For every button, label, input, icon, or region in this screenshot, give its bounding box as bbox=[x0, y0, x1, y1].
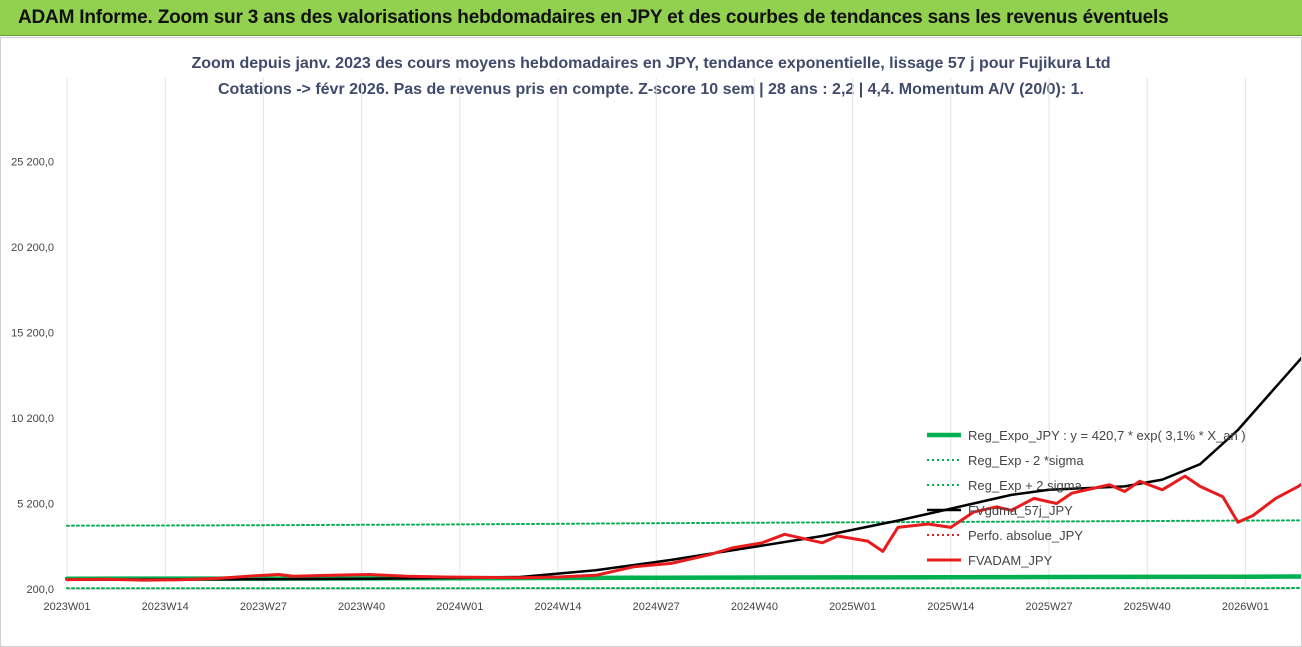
x-tick-label: 2024W14 bbox=[534, 601, 581, 613]
chart: Zoom depuis janv. 2023 des cours moyens … bbox=[11, 55, 1301, 613]
x-tick-label: 2024W40 bbox=[731, 601, 778, 613]
legend-label: Reg_Exp + 2 sigma bbox=[968, 478, 1083, 493]
x-tick-label: 2025W14 bbox=[927, 601, 974, 613]
x-tick-label: 2024W27 bbox=[633, 601, 680, 613]
chart-title: Zoom depuis janv. 2023 des cours moyens … bbox=[191, 55, 1110, 72]
series-lines bbox=[64, 356, 1301, 590]
y-tick-label: 200,0 bbox=[26, 584, 54, 596]
x-axis: 2023W01 2023W14 2023W27 2023W40 2024W01 2024W… bbox=[43, 588, 1291, 613]
x-tick-label: 2025W01 bbox=[829, 601, 876, 613]
series-line-5 bbox=[65, 474, 1301, 582]
x-tick-label: 2023W40 bbox=[338, 601, 385, 613]
y-tick-label: 10 200,0 bbox=[11, 413, 54, 425]
legend-label: Reg_Expo_JPY : y = 420,7 * exp( 3,1% * X… bbox=[968, 428, 1246, 443]
y-tick-label: 15 200,0 bbox=[11, 328, 54, 340]
series-line-2 bbox=[66, 519, 1301, 527]
x-tick-label: 2025W40 bbox=[1124, 601, 1171, 613]
x-tick-label: 2023W01 bbox=[43, 601, 90, 613]
legend: Reg_Expo_JPY : y = 420,7 * exp( 3,1% * X… bbox=[927, 428, 1246, 568]
x-tick-label: 2025W27 bbox=[1025, 601, 1072, 613]
x-tick-label: 2026W01 bbox=[1222, 601, 1269, 613]
legend-label: Reg_Exp - 2 *sigma bbox=[968, 453, 1084, 468]
y-tick-label: 5 200,0 bbox=[17, 499, 54, 511]
y-tick-label: 20 200,0 bbox=[11, 242, 54, 254]
x-tick-label: 2023W27 bbox=[240, 601, 287, 613]
grid-lines bbox=[66, 78, 1246, 589]
chart-frame: Zoom depuis janv. 2023 des cours moyens … bbox=[0, 37, 1302, 647]
y-axis: 200,0 5 200,0 10 200,0 15 200,0 20 200,0 25 2… bbox=[11, 157, 54, 597]
report-banner: ADAM Informe. Zoom sur 3 ans des valoris… bbox=[0, 0, 1302, 36]
x-tick-label: 2024W01 bbox=[436, 601, 483, 613]
chart-subtitle: Cotations -> févr 2026. Pas de revenus p… bbox=[218, 81, 1084, 98]
legend-label: Perfo. absolue_JPY bbox=[968, 528, 1083, 543]
legend-label: FVADAM_JPY bbox=[968, 553, 1053, 568]
series-line-3 bbox=[65, 356, 1301, 581]
y-tick-label: 25 200,0 bbox=[11, 157, 54, 169]
x-tick-label: 2023W14 bbox=[142, 601, 189, 613]
report-title: ADAM Informe. Zoom sur 3 ans des valoris… bbox=[18, 7, 1169, 28]
legend-label: FVgdma_57j_JPY bbox=[968, 503, 1073, 518]
